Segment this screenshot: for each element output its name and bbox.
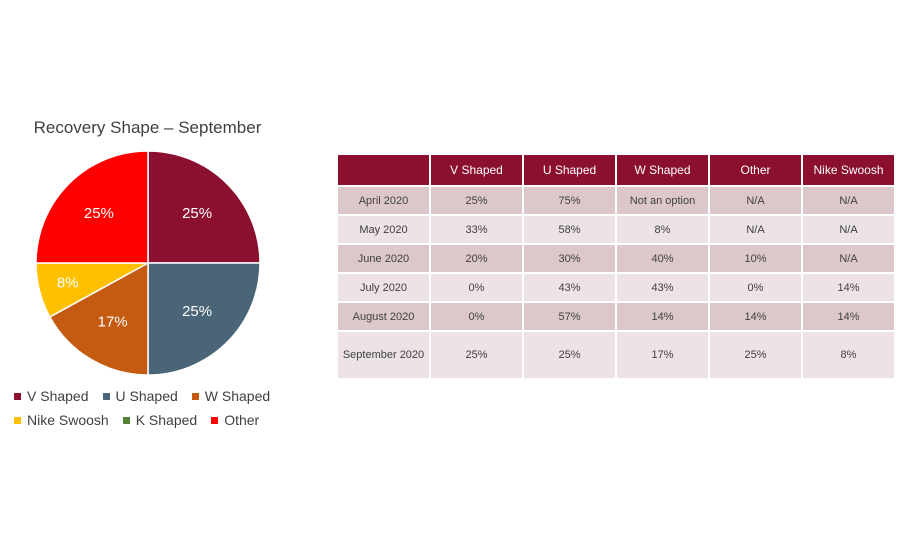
table-row: August 2020 0% 57% 14% 14% 14% — [338, 303, 894, 330]
pie-data-label: 25% — [182, 303, 212, 320]
legend-item-nike-swoosh: Nike Swoosh — [14, 412, 109, 428]
row-label: April 2020 — [338, 187, 429, 214]
table-cell: 57% — [524, 303, 615, 330]
table-cell: 0% — [431, 303, 522, 330]
pie-chart: 25% 25% 17% 8% 25% — [35, 150, 261, 376]
pie-data-label: 25% — [182, 205, 212, 222]
legend-swatch — [211, 416, 219, 424]
chart-legend: V Shaped U Shaped W Shaped Nike Swoosh K… — [14, 384, 304, 432]
pie-data-label: 8% — [57, 275, 79, 292]
table-cell: 30% — [524, 245, 615, 272]
table-cell: N/A — [710, 187, 801, 214]
table-cell: 0% — [710, 274, 801, 301]
legend-item-w-shaped: W Shaped — [191, 388, 271, 404]
pie-data-label: 25% — [84, 205, 114, 222]
table-cell: 14% — [710, 303, 801, 330]
table-cell: 20% — [431, 245, 522, 272]
table-cell: 33% — [431, 216, 522, 243]
table-cell: 43% — [524, 274, 615, 301]
legend-item-v-shaped: V Shaped — [14, 388, 89, 404]
table-cell: 14% — [803, 274, 894, 301]
table-cell: 8% — [803, 332, 894, 378]
comparison-table: V Shaped U Shaped W Shaped Other Nike Sw… — [336, 153, 896, 380]
table-header-row: V Shaped U Shaped W Shaped Other Nike Sw… — [338, 155, 894, 185]
row-label: July 2020 — [338, 274, 429, 301]
pie-slice-v-shaped — [147, 150, 261, 264]
legend-item-k-shaped: K Shaped — [122, 412, 198, 428]
legend-label: V Shaped — [27, 388, 89, 404]
legend-swatch — [191, 392, 199, 400]
table-cell: N/A — [803, 245, 894, 272]
table-row: July 2020 0% 43% 43% 0% 14% — [338, 274, 894, 301]
legend-label: W Shaped — [204, 388, 271, 404]
table-cell: 14% — [803, 303, 894, 330]
table-cell: N/A — [803, 216, 894, 243]
legend-swatch — [122, 416, 130, 424]
table-header-cell: Nike Swoosh — [803, 155, 894, 185]
pie-slice-other — [35, 150, 149, 264]
table-cell: N/A — [710, 216, 801, 243]
table-cell: Not an option — [617, 187, 708, 214]
row-label: May 2020 — [338, 216, 429, 243]
table-cell: 10% — [710, 245, 801, 272]
pie-data-label: 17% — [98, 314, 128, 331]
row-label: September 2020 — [338, 332, 429, 378]
table-cell: 14% — [617, 303, 708, 330]
chart-title: Recovery Shape – September — [33, 118, 262, 137]
table-cell: N/A — [803, 187, 894, 214]
table-cell: 40% — [617, 245, 708, 272]
table-header-cell: V Shaped — [431, 155, 522, 185]
row-label: June 2020 — [338, 245, 429, 272]
legend-swatch — [102, 392, 110, 400]
legend-item-u-shaped: U Shaped — [102, 388, 178, 404]
table-row: May 2020 33% 58% 8% N/A N/A — [338, 216, 894, 243]
legend-label: Nike Swoosh — [27, 412, 109, 428]
legend-label: K Shaped — [135, 412, 198, 428]
comparison-table-wrap: V Shaped U Shaped W Shaped Other Nike Sw… — [336, 153, 896, 380]
table-cell: 58% — [524, 216, 615, 243]
table-cell: 43% — [617, 274, 708, 301]
table-cell: 17% — [617, 332, 708, 378]
table-header-cell — [338, 155, 429, 185]
legend-label: U Shaped — [115, 388, 178, 404]
legend-row: Nike Swoosh K Shaped Other — [14, 408, 304, 432]
table-cell: 25% — [431, 187, 522, 214]
table-cell: 25% — [710, 332, 801, 378]
table-cell: 0% — [431, 274, 522, 301]
table-row: April 2020 25% 75% Not an option N/A N/A — [338, 187, 894, 214]
legend-swatch — [14, 416, 21, 424]
table-row: June 2020 20% 30% 40% 10% N/A — [338, 245, 894, 272]
table-cell: 75% — [524, 187, 615, 214]
legend-swatch — [14, 392, 21, 400]
pie-slice-u-shaped — [147, 262, 261, 376]
table-cell: 25% — [431, 332, 522, 378]
table-header-cell: W Shaped — [617, 155, 708, 185]
legend-row: V Shaped U Shaped W Shaped — [14, 384, 304, 408]
row-label: August 2020 — [338, 303, 429, 330]
legend-label: Other — [224, 412, 260, 428]
legend-item-other: Other — [211, 412, 259, 428]
table-cell: 8% — [617, 216, 708, 243]
pie-slice-w-shaped — [48, 261, 149, 376]
table-row: September 2020 25% 25% 17% 25% 8% — [338, 332, 894, 378]
table-header-cell: Other — [710, 155, 801, 185]
table-cell: 25% — [524, 332, 615, 378]
table-header-cell: U Shaped — [524, 155, 615, 185]
